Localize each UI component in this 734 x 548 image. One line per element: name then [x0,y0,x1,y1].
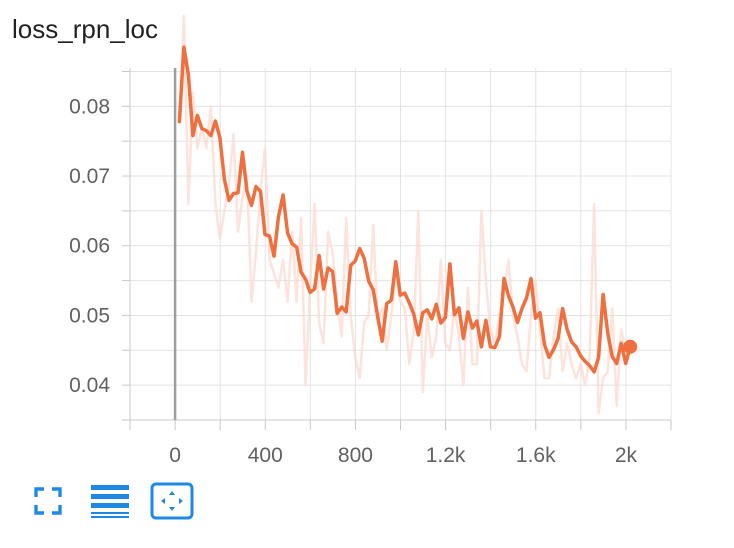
fullscreen-button[interactable] [26,482,70,520]
tick-labels: 0.04 0.05 0.06 0.07 0.08 0 400 800 1.2k 1.6k 2k [69,95,637,467]
last-point-marker [623,339,638,354]
x-tick-label: 0 [169,444,181,467]
x-tick-label: 2k [615,444,638,467]
x-tick-label: 800 [338,444,373,467]
x-tick-label: 400 [248,444,283,467]
raw-series-line [178,14,632,415]
y-tick-label: 0.07 [69,165,110,188]
axes [122,68,672,430]
fit-to-data-icon [150,482,194,520]
x-tick-label: 1.2k [426,444,466,467]
fullscreen-icon [34,487,62,515]
y-tick-label: 0.06 [69,235,110,258]
x-tick-label: 1.6k [516,444,556,467]
series [177,14,638,415]
chart-plot: 0.04 0.05 0.06 0.07 0.08 0 400 800 1.2k 1.6k 2k [69,14,672,467]
y-tick-label: 0.05 [69,304,110,327]
y-tick-label: 0.04 [69,374,110,397]
smoothed-series-line [177,45,632,374]
fit-domain-button[interactable] [150,482,194,520]
menu-lines-icon [91,485,129,518]
chart-toolbar [26,482,212,520]
chart-title: loss_rpn_loc [12,14,158,44]
toggle-log-scale-button[interactable] [88,482,132,520]
y-tick-label: 0.08 [69,95,110,118]
